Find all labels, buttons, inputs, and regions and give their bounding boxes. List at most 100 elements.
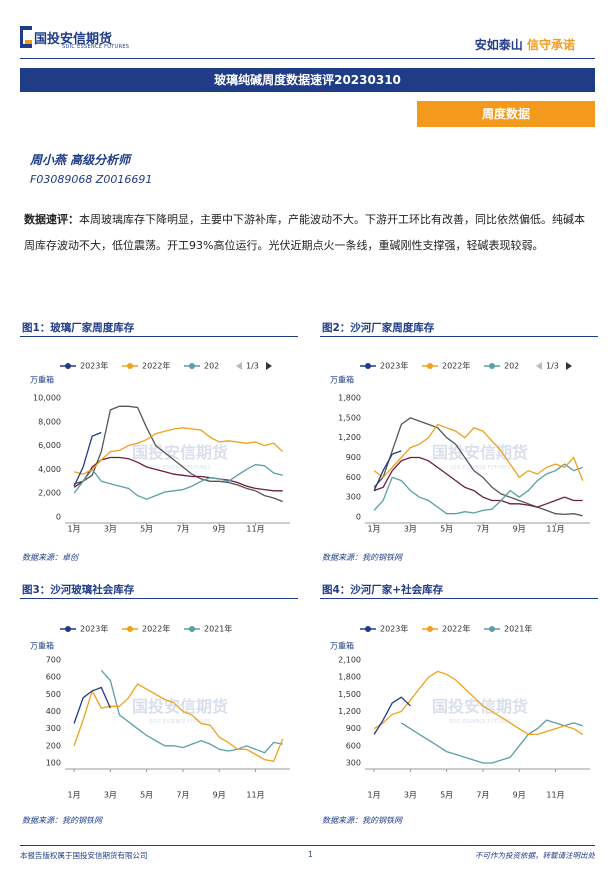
legend-label: 2023年 (380, 361, 408, 371)
legend-marker (365, 363, 371, 369)
x-tick-label: 9月 (213, 791, 226, 800)
caption-rule (320, 336, 598, 337)
legend-label: 202 (504, 362, 519, 371)
legend-label: 2021年 (204, 624, 232, 634)
legend-marker (489, 626, 495, 632)
x-tick-label: 3月 (404, 525, 417, 534)
footer-right: 不可作为投资依据，转载请注明出处 (475, 851, 595, 860)
y-axis-unit: 万重箱 (30, 641, 54, 651)
chart: 国投安信期货 SDIC ESSENCE FUTURES 万重箱 300 600 900 1,… (330, 624, 590, 800)
x-tick-label: 11月 (546, 525, 564, 534)
y-tick-label: 900 (346, 724, 361, 733)
x-tick-label: 7月 (176, 791, 189, 800)
y-tick-label: 1,500 (338, 690, 361, 699)
series-line (373, 463, 583, 515)
series-line (100, 669, 283, 754)
x-tick-label: 9月 (213, 525, 226, 534)
x-tick-label: 3月 (104, 791, 117, 800)
y-tick-label: 700 (46, 656, 61, 665)
watermark-en: SDIC ESSENCE FUTURES (149, 465, 210, 471)
y-tick-label: 1,500 (338, 413, 361, 422)
caption-rule (20, 598, 298, 599)
x-tick-label: 11月 (246, 525, 264, 534)
footer-left: 本报告版权属于国投安信期货有限公司 (20, 851, 148, 860)
y-tick-label: 0 (56, 513, 61, 522)
figure-caption: 图1：玻璃厂家周度库存 (22, 322, 135, 334)
x-tick-label: 1月 (68, 791, 81, 800)
figure-caption: 图3：沙河玻璃社会库存 (22, 584, 135, 596)
caption-rule (20, 336, 298, 337)
chart: 国投安信期货 SDIC ESSENCE FUTURES 万重箱 0 2,000 4,000… (30, 361, 290, 534)
x-tick-label: 7月 (176, 525, 189, 534)
legend-label: 2022年 (142, 361, 170, 371)
figure-source: 数据来源：卓创 (22, 553, 78, 562)
y-axis-unit: 万重箱 (30, 375, 54, 385)
legend-pager: 1/3 (546, 362, 559, 371)
series-line (373, 417, 583, 517)
watermark-en: SDIC ESSENCE FUTURES (449, 465, 510, 471)
figure-source: 数据来源：我的钢铁网 (22, 816, 102, 825)
legend-label: 2023年 (80, 624, 108, 634)
chart: 国投安信期货 SDIC ESSENCE FUTURES 万重箱 0 300 600 900 1… (330, 361, 590, 534)
slogan: 安如泰山 信守承诺 (475, 36, 575, 53)
header-rule (20, 58, 595, 59)
y-axis-unit: 万重箱 (330, 375, 354, 385)
legend-marker (427, 363, 433, 369)
section-tag: 周度数据 (417, 101, 595, 127)
summary-label: 数据速评： (24, 213, 79, 226)
series-line (373, 696, 411, 735)
watermark: 国投安信期货 (132, 697, 228, 716)
y-tick-label: 6,000 (38, 441, 61, 450)
watermark: 国投安信期货 (432, 443, 528, 462)
series-line (73, 405, 283, 503)
x-tick-label: 5月 (140, 525, 153, 534)
legend-label: 2022年 (442, 624, 470, 634)
y-tick-label: 1,200 (338, 707, 361, 716)
y-tick-label: 2,100 (338, 656, 361, 665)
series-line (73, 683, 284, 763)
logo-icon (20, 26, 32, 48)
y-tick-label: 1,800 (338, 673, 361, 682)
legend-label: 2023年 (380, 624, 408, 634)
chart: 国投安信期货 SDIC ESSENCE FUTURES 万重箱 100 200 300 40… (30, 624, 290, 800)
y-tick-label: 300 (346, 759, 361, 768)
y-tick-label: 600 (346, 473, 361, 482)
x-tick-label: 1月 (368, 791, 381, 800)
page-number: 1 (308, 850, 313, 859)
x-tick-label: 1月 (68, 525, 81, 534)
y-tick-label: 4,000 (38, 465, 61, 474)
y-tick-label: 1,800 (338, 394, 361, 403)
legend-next[interactable] (266, 362, 272, 370)
x-tick-label: 7月 (476, 791, 489, 800)
legend-prev[interactable] (536, 362, 542, 370)
x-tick-label: 11月 (246, 791, 264, 800)
series-line (73, 427, 284, 475)
series-line (373, 670, 584, 736)
legend-prev[interactable] (236, 362, 242, 370)
y-tick-label: 10,000 (33, 394, 61, 403)
y-tick-label: 600 (346, 741, 361, 750)
legend-pager: 1/3 (246, 362, 259, 371)
legend-marker (127, 363, 133, 369)
figure-caption: 图2：沙河厂家周度库存 (322, 322, 435, 334)
x-tick-label: 7月 (476, 525, 489, 534)
watermark-en: SDIC ESSENCE FUTURES (449, 719, 510, 725)
author-ids: F03089068 Z0016691 (30, 173, 153, 186)
summary: 数据速评：本周玻璃库存下降明显，主要中下游补库，产能波动不大。下游开工环比有改善… (24, 207, 592, 259)
series-line (373, 423, 584, 481)
x-tick-label: 9月 (513, 791, 526, 800)
x-tick-label: 9月 (513, 525, 526, 534)
legend-next[interactable] (566, 362, 572, 370)
y-tick-label: 400 (46, 707, 61, 716)
legend-label: 2023年 (80, 361, 108, 371)
x-tick-label: 5月 (140, 791, 153, 800)
legend-label: 202 (204, 362, 219, 371)
slogan-b: 信守承诺 (526, 38, 575, 52)
x-tick-label: 5月 (440, 791, 453, 800)
watermark-en: SDIC ESSENCE FUTURES (149, 719, 210, 725)
x-tick-label: 1月 (368, 525, 381, 534)
caption-rule (320, 598, 598, 599)
y-tick-label: 1,200 (338, 433, 361, 442)
legend-marker (189, 626, 195, 632)
